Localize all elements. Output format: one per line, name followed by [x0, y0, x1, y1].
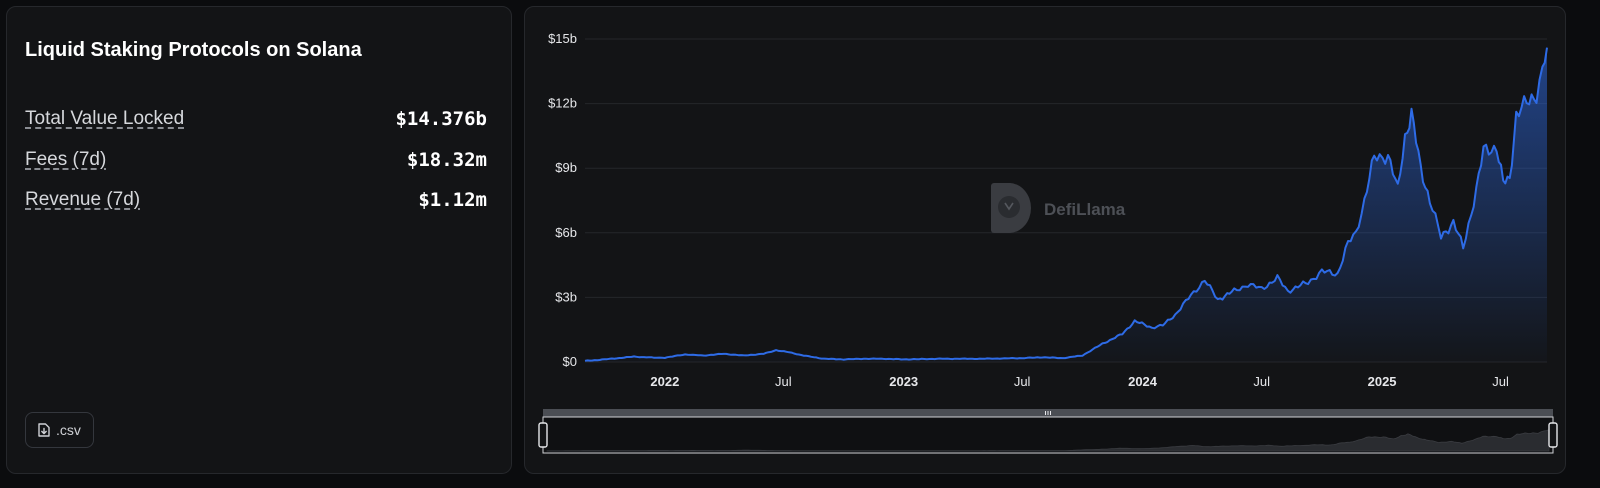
- y-tick-label: $9b: [555, 160, 577, 175]
- brush-handle-left[interactable]: [538, 422, 548, 448]
- x-tick-label: 2025: [1368, 374, 1397, 389]
- x-tick-label: Jul: [775, 374, 792, 389]
- range-brush[interactable]: [538, 409, 1558, 454]
- series-line[interactable]: [584, 47, 1548, 362]
- defillama-logo-icon: [991, 183, 1031, 233]
- x-tick-label: Jul: [1253, 374, 1270, 389]
- download-csv-button[interactable]: .csv: [25, 412, 94, 448]
- y-tick-label: $6b: [555, 225, 577, 240]
- chart-panel: DefiLlama 2022 Jul 2023 Jul 2024 Jul 2025 Jul $…: [524, 6, 1566, 474]
- x-tick-label: 2024: [1128, 374, 1158, 389]
- metric-value-tvl: $14.376b: [395, 108, 487, 130]
- y-tick-label: $0: [563, 354, 577, 369]
- metric-label-tvl[interactable]: Total Value Locked: [25, 108, 185, 129]
- series-area: [585, 47, 1547, 362]
- x-tick-label: Jul: [1014, 374, 1031, 389]
- watermark: DefiLlama: [991, 183, 1126, 233]
- page-title: Liquid Staking Protocols on Solana: [25, 39, 362, 61]
- x-tick-label: 2023: [889, 374, 918, 389]
- brush-preview-area: [546, 429, 1550, 452]
- metric-row-revenue: Revenue (7d) $1.12m: [25, 187, 487, 213]
- x-tick-label: Jul: [1492, 374, 1509, 389]
- metric-label-revenue[interactable]: Revenue (7d): [25, 189, 141, 210]
- stats-panel: Liquid Staking Protocols on Solana Total…: [6, 6, 512, 474]
- watermark-text: DefiLlama: [1044, 200, 1126, 219]
- download-csv-label: .csv: [56, 422, 81, 438]
- tvl-chart: DefiLlama 2022 Jul 2023 Jul 2024 Jul 2025 Jul $…: [538, 31, 1558, 454]
- y-tick-label: $15b: [548, 31, 577, 46]
- y-tick-label: $12b: [548, 96, 577, 111]
- metric-value-revenue: $1.12m: [418, 189, 487, 211]
- metric-label-fees[interactable]: Fees (7d): [25, 149, 107, 170]
- x-tick-label: 2022: [650, 374, 679, 389]
- metric-row-fees: Fees (7d) $18.32m: [25, 147, 487, 173]
- metric-row-tvl: Total Value Locked $14.376b: [25, 106, 487, 132]
- file-download-icon: [38, 423, 50, 437]
- y-tick-label: $3b: [555, 289, 577, 304]
- metric-value-fees: $18.32m: [406, 149, 487, 171]
- brush-handle-right[interactable]: [1548, 422, 1558, 448]
